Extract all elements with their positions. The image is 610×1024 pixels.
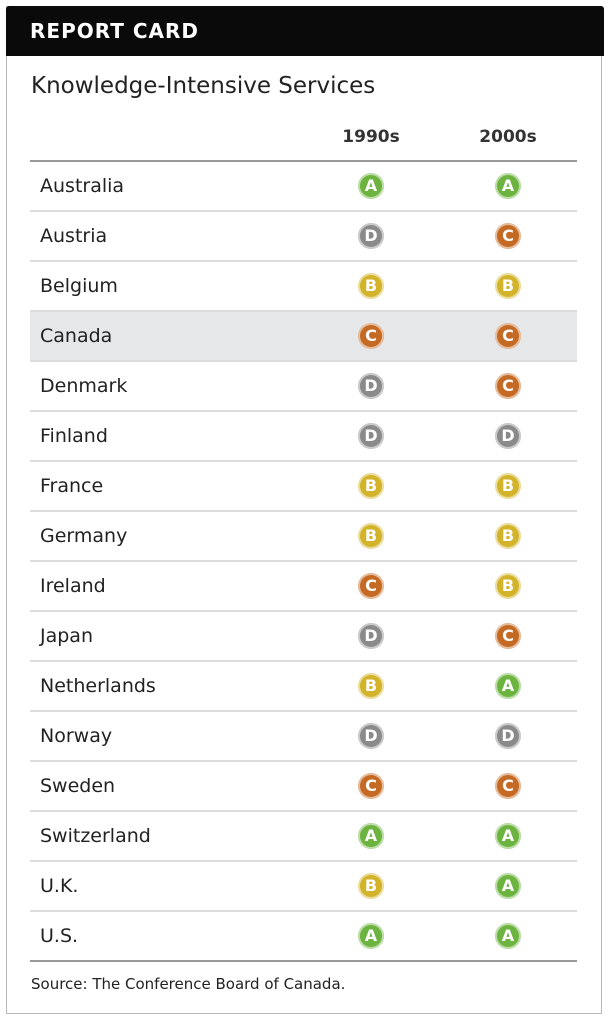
country-name: Belgium [40, 275, 118, 297]
grade-badge: A [495, 173, 521, 199]
grade-badge: D [358, 623, 384, 649]
header-title: REPORT CARD [30, 19, 199, 43]
grade-badge: C [495, 323, 521, 349]
country-name: U.S. [40, 925, 79, 947]
grade-badge: A [495, 873, 521, 899]
table-row: France B B [30, 462, 577, 512]
grade-badge: A [495, 673, 521, 699]
country-name: U.K. [40, 875, 79, 897]
column-header: 2000s [479, 127, 537, 147]
grade-badge: C [358, 323, 384, 349]
source-note: Source: The Conference Board of Canada. [31, 975, 346, 993]
grade-badge: B [495, 273, 521, 299]
country-name: Finland [40, 425, 108, 447]
country-name: Sweden [40, 775, 116, 797]
country-name: Switzerland [40, 825, 151, 847]
grade-badge: C [495, 623, 521, 649]
grade-badge: C [495, 223, 521, 249]
country-name: Canada [40, 325, 113, 347]
table-row: Austria D C [30, 212, 577, 262]
table-row: Switzerland A A [30, 812, 577, 862]
country-name: Germany [40, 525, 128, 547]
country-name: Austria [40, 225, 108, 247]
table-row: Sweden C C [30, 762, 577, 812]
grade-badge: C [358, 573, 384, 599]
grade-badge: D [358, 423, 384, 449]
grade-badge: B [495, 573, 521, 599]
subtitle: Knowledge-Intensive Services [31, 73, 376, 99]
country-name: France [40, 475, 104, 497]
table-row: Netherlands B A [30, 662, 577, 712]
table-row: Japan D C [30, 612, 577, 662]
table: Australia A A Austria D C Belgium B B Canada C C Den… [30, 160, 577, 962]
grade-badge: A [495, 823, 521, 849]
grade-badge: D [495, 423, 521, 449]
table-row: U.K. B A [30, 862, 577, 912]
grade-badge: C [358, 773, 384, 799]
grade-badge: A [358, 823, 384, 849]
table-row: U.S. A A [30, 912, 577, 962]
table-row: Norway D D [30, 712, 577, 762]
grade-badge: D [358, 373, 384, 399]
grade-badge: C [495, 773, 521, 799]
grade-badge: B [358, 473, 384, 499]
grade-badge: A [358, 923, 384, 949]
grade-badge: B [358, 873, 384, 899]
country-name: Japan [40, 625, 93, 647]
grade-badge: A [495, 923, 521, 949]
country-name: Netherlands [40, 675, 156, 697]
grade-badge: D [358, 223, 384, 249]
table-row: Ireland C B [30, 562, 577, 612]
table-row: Denmark D C [30, 362, 577, 412]
country-name: Denmark [40, 375, 128, 397]
grade-badge: D [358, 723, 384, 749]
grade-badge: B [495, 473, 521, 499]
grade-badge: B [358, 673, 384, 699]
table-row: Finland D D [30, 412, 577, 462]
grade-badge: B [495, 523, 521, 549]
grade-badge: D [495, 723, 521, 749]
header-bar: REPORT CARD [6, 6, 604, 56]
country-name: Norway [40, 725, 113, 747]
grade-badge: B [358, 273, 384, 299]
grade-badge: A [358, 173, 384, 199]
grade-badge: B [358, 523, 384, 549]
column-header: 1990s [342, 127, 400, 147]
table-row: Canada C C [30, 312, 577, 362]
grade-badge: C [495, 373, 521, 399]
table-row: Belgium B B [30, 262, 577, 312]
table-row: Australia A A [30, 162, 577, 212]
country-name: Ireland [40, 575, 106, 597]
country-name: Australia [40, 175, 125, 197]
table-row: Germany B B [30, 512, 577, 562]
